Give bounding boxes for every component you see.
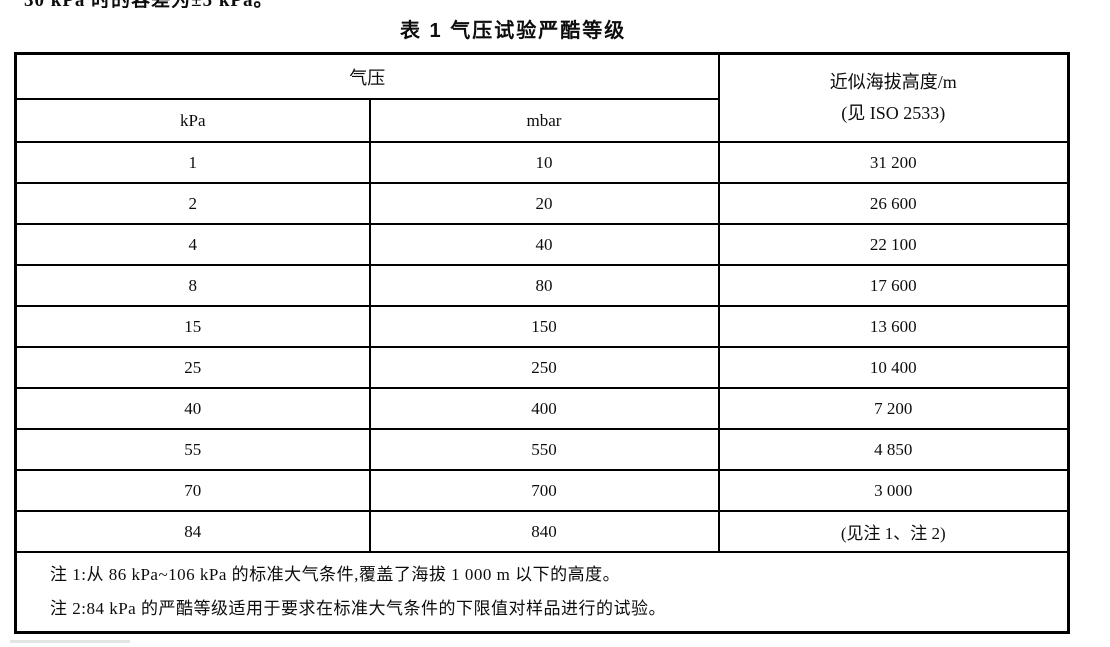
- table-row: 70 700 3 000: [14, 469, 1070, 512]
- cell-mbar: 250: [368, 346, 720, 389]
- cell-kpa: 2: [14, 182, 371, 225]
- table-row: 84 840 (见注 1、注 2): [14, 510, 1070, 553]
- cell-kpa: 84: [14, 510, 371, 553]
- table-row: 8 80 17 600: [14, 264, 1070, 307]
- cell-mbar: 550: [368, 428, 720, 471]
- table-row: 55 550 4 850: [14, 428, 1070, 471]
- cell-altitude: 4 850: [717, 428, 1070, 471]
- table-row: 25 250 10 400: [14, 346, 1070, 389]
- cell-altitude: 31 200: [717, 141, 1070, 184]
- header-mbar: mbar: [368, 98, 720, 143]
- cell-altitude: (见注 1、注 2): [717, 510, 1070, 553]
- header-altitude-line1: 近似海拔高度/m: [829, 71, 957, 92]
- header-altitude-line2: (见 ISO 2533): [841, 103, 946, 123]
- cell-altitude: 17 600: [717, 264, 1070, 307]
- cell-kpa: 70: [14, 469, 371, 512]
- table-row: 1 10 31 200: [14, 141, 1070, 184]
- cell-kpa: 4: [14, 223, 371, 266]
- table-title: 表 1 气压试验严酷等级: [400, 20, 627, 42]
- table-row: 40 400 7 200: [14, 387, 1070, 430]
- cell-altitude: 13 600: [717, 305, 1070, 348]
- severity-levels-table: 气压 近似海拔高度/m (见 ISO 2533) kPa mbar 1 10 3…: [14, 52, 1070, 634]
- note-2: 注 2:84 kPa 的严酷等级适用于要求在标准大气条件的下限值对样品进行的试验…: [50, 599, 666, 618]
- cell-kpa: 40: [14, 387, 371, 430]
- cell-mbar: 840: [368, 510, 720, 553]
- cell-kpa: 55: [14, 428, 371, 471]
- cell-altitude: 22 100: [717, 223, 1070, 266]
- cell-kpa: 15: [14, 305, 371, 348]
- notes-cell: 注 1:从 86 kPa~106 kPa 的标准大气条件,覆盖了海拔 1 000…: [14, 551, 1070, 634]
- cell-altitude: 26 600: [717, 182, 1070, 225]
- table-row: 2 20 26 600: [14, 182, 1070, 225]
- cell-mbar: 80: [368, 264, 720, 307]
- table-row: 4 40 22 100: [14, 223, 1070, 266]
- cell-kpa: 8: [14, 264, 371, 307]
- cell-mbar: 400: [368, 387, 720, 430]
- cell-mbar: 20: [368, 182, 720, 225]
- cell-altitude: 3 000: [717, 469, 1070, 512]
- scan-artifact: [10, 640, 130, 643]
- cell-altitude: 7 200: [717, 387, 1070, 430]
- table-notes: 注 1:从 86 kPa~106 kPa 的标准大气条件,覆盖了海拔 1 000…: [14, 551, 1070, 634]
- cell-kpa: 1: [14, 141, 371, 184]
- note-1: 注 1:从 86 kPa~106 kPa 的标准大气条件,覆盖了海拔 1 000…: [50, 565, 621, 584]
- clipped-body-text: 30 kPa 时的容差为±5 kPa。: [24, 0, 444, 8]
- cell-mbar: 10: [368, 141, 720, 184]
- cell-mbar: 150: [368, 305, 720, 348]
- header-kpa: kPa: [14, 98, 371, 143]
- cell-mbar: 700: [368, 469, 720, 512]
- header-altitude: 近似海拔高度/m (见 ISO 2533): [717, 52, 1070, 143]
- cell-kpa: 25: [14, 346, 371, 389]
- cell-mbar: 40: [368, 223, 720, 266]
- table-row: 15 150 13 600: [14, 305, 1070, 348]
- cell-altitude: 10 400: [717, 346, 1070, 389]
- header-pressure-group: 气压: [14, 52, 720, 100]
